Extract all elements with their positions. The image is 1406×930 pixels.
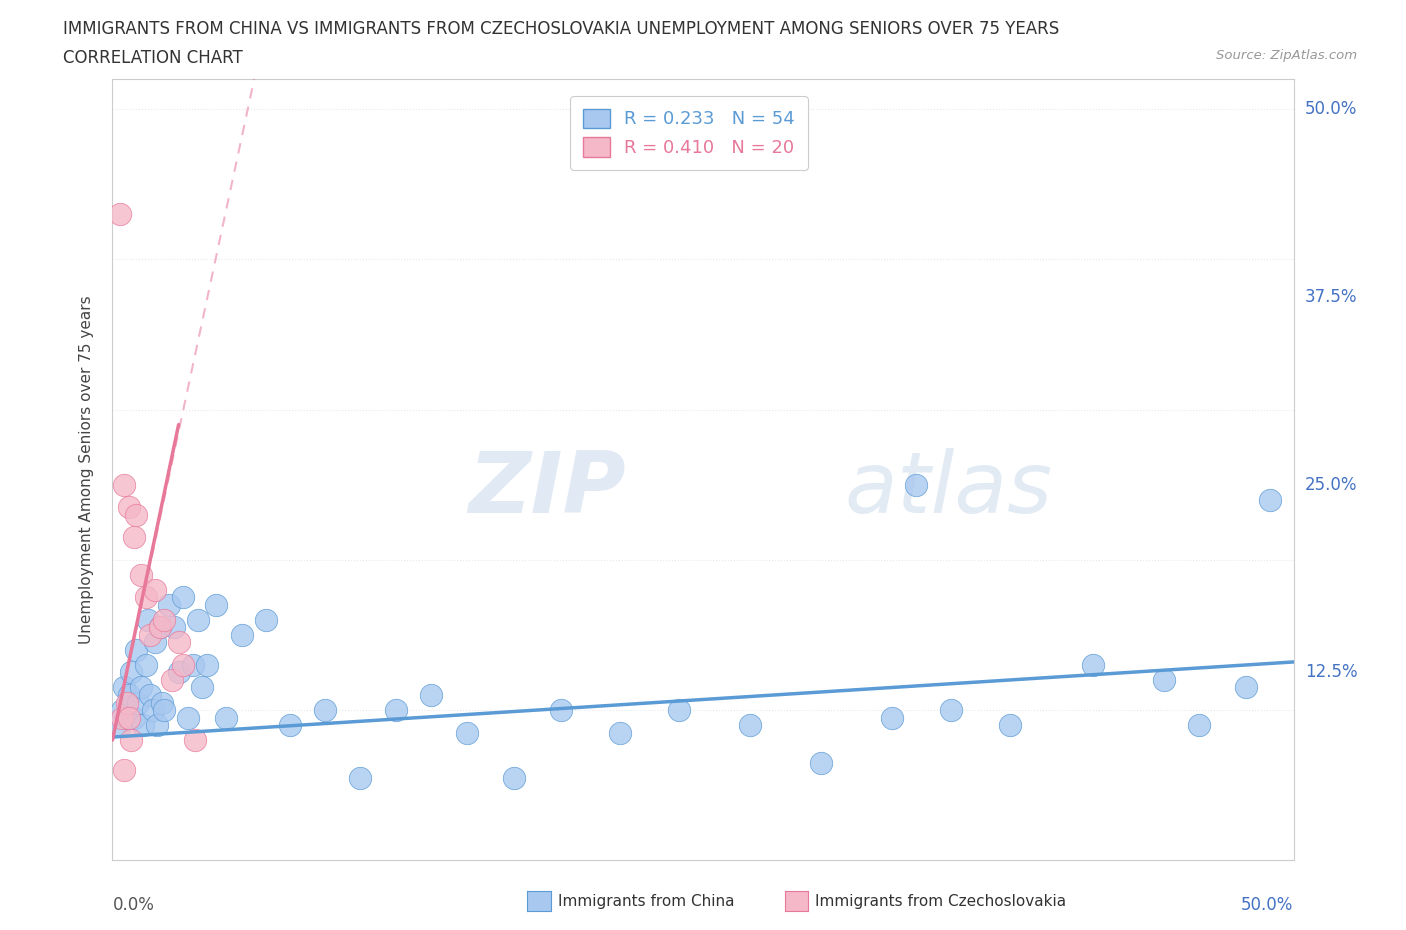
Text: 50.0%: 50.0% bbox=[1241, 897, 1294, 914]
Point bbox=[153, 702, 176, 717]
Point bbox=[740, 718, 762, 733]
Point bbox=[143, 635, 166, 650]
Point bbox=[112, 680, 135, 695]
Point bbox=[129, 680, 152, 695]
Point bbox=[127, 695, 149, 710]
Point bbox=[1153, 672, 1175, 687]
Point bbox=[172, 658, 194, 672]
Point bbox=[125, 507, 148, 522]
Point bbox=[149, 620, 172, 635]
Text: 0.0%: 0.0% bbox=[112, 897, 155, 914]
Legend: R = 0.233   N = 54, R = 0.410   N = 20: R = 0.233 N = 54, R = 0.410 N = 20 bbox=[571, 96, 808, 170]
Point bbox=[385, 702, 408, 717]
Point bbox=[172, 590, 194, 604]
Point bbox=[160, 672, 183, 687]
Point bbox=[278, 718, 301, 733]
Text: ZIP: ZIP bbox=[468, 447, 626, 531]
Point bbox=[153, 613, 176, 628]
Point bbox=[349, 770, 371, 785]
Point bbox=[129, 567, 152, 582]
Point bbox=[456, 725, 478, 740]
Text: IMMIGRANTS FROM CHINA VS IMMIGRANTS FROM CZECHOSLOVAKIA UNEMPLOYMENT AMONG SENIO: IMMIGRANTS FROM CHINA VS IMMIGRANTS FROM… bbox=[63, 20, 1060, 38]
Point bbox=[503, 770, 526, 785]
Point bbox=[181, 658, 204, 672]
Point bbox=[420, 687, 443, 702]
Point bbox=[167, 665, 190, 680]
Point bbox=[205, 597, 228, 612]
Point bbox=[150, 695, 173, 710]
Point bbox=[143, 582, 166, 597]
Point bbox=[139, 628, 162, 643]
Point bbox=[609, 725, 631, 740]
Point bbox=[142, 702, 165, 717]
Point bbox=[1258, 492, 1281, 507]
Text: Source: ZipAtlas.com: Source: ZipAtlas.com bbox=[1216, 49, 1357, 62]
Point bbox=[998, 718, 1021, 733]
Point bbox=[195, 658, 218, 672]
Text: 37.5%: 37.5% bbox=[1305, 288, 1357, 306]
Text: CORRELATION CHART: CORRELATION CHART bbox=[63, 49, 243, 67]
Point bbox=[163, 620, 186, 635]
Point bbox=[118, 687, 141, 702]
Text: Immigrants from China: Immigrants from China bbox=[558, 894, 735, 909]
Text: atlas: atlas bbox=[845, 447, 1053, 531]
Point bbox=[120, 733, 142, 748]
Text: 50.0%: 50.0% bbox=[1305, 100, 1357, 118]
Point bbox=[115, 695, 138, 710]
Point bbox=[146, 718, 169, 733]
Point bbox=[550, 702, 572, 717]
Point bbox=[1188, 718, 1211, 733]
Y-axis label: Unemployment Among Seniors over 75 years: Unemployment Among Seniors over 75 years bbox=[79, 296, 94, 644]
Point bbox=[111, 711, 134, 725]
Point bbox=[939, 702, 962, 717]
Point bbox=[111, 702, 134, 717]
Point bbox=[108, 718, 131, 733]
Point bbox=[136, 613, 159, 628]
Text: 12.5%: 12.5% bbox=[1305, 663, 1357, 682]
Point bbox=[186, 613, 208, 628]
Point bbox=[108, 206, 131, 221]
Point bbox=[314, 702, 336, 717]
Point bbox=[122, 530, 145, 545]
Point bbox=[135, 658, 157, 672]
Text: 25.0%: 25.0% bbox=[1305, 475, 1357, 494]
Point bbox=[184, 733, 207, 748]
Point bbox=[112, 763, 135, 777]
Point bbox=[191, 680, 214, 695]
Point bbox=[118, 499, 141, 514]
Point bbox=[1081, 658, 1104, 672]
Point bbox=[149, 620, 172, 635]
Point bbox=[254, 613, 277, 628]
Point bbox=[231, 628, 253, 643]
Point bbox=[215, 711, 238, 725]
Point bbox=[112, 477, 135, 492]
Point bbox=[167, 635, 190, 650]
Point bbox=[115, 711, 138, 725]
Point bbox=[135, 590, 157, 604]
Point bbox=[880, 711, 903, 725]
Point bbox=[132, 718, 155, 733]
Point bbox=[810, 755, 832, 770]
Point bbox=[125, 643, 148, 658]
Point bbox=[122, 711, 145, 725]
Point bbox=[1234, 680, 1257, 695]
Point bbox=[120, 665, 142, 680]
Point bbox=[904, 477, 927, 492]
Point bbox=[177, 711, 200, 725]
Point bbox=[157, 597, 180, 612]
Text: Immigrants from Czechoslovakia: Immigrants from Czechoslovakia bbox=[815, 894, 1067, 909]
Point bbox=[668, 702, 690, 717]
Point bbox=[118, 711, 141, 725]
Point bbox=[139, 687, 162, 702]
